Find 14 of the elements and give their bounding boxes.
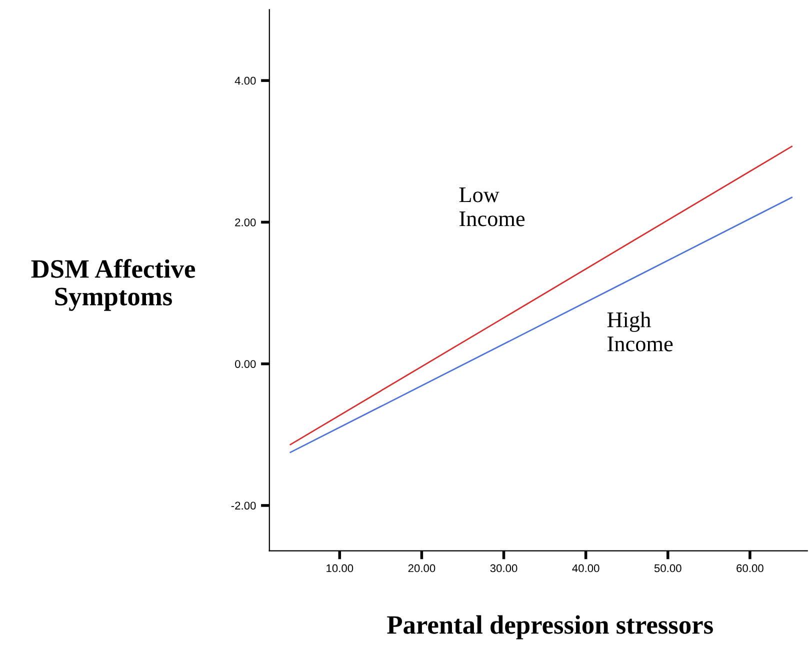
x-tick-label: 20.00 <box>408 564 436 572</box>
y-tick-label: 4.00 <box>234 76 256 85</box>
x-tick-label: 60.00 <box>736 564 764 572</box>
x-tick-label: 30.00 <box>490 564 518 572</box>
y-tick-label: -2.00 <box>231 502 256 510</box>
x-tick-label: 50.00 <box>654 564 682 572</box>
annotation: Low Income <box>459 187 525 226</box>
x-axis-title: Parental depression stressors <box>387 615 713 640</box>
x-tick-label: 10.00 <box>326 564 354 572</box>
y-tick-label: 0.00 <box>235 360 256 368</box>
y-axis-title: DSM Affective Symptoms <box>31 259 196 311</box>
annotation: High Income <box>607 312 673 352</box>
x-tick-label: 40.00 <box>572 564 600 572</box>
y-tick-label: 2.00 <box>235 218 256 226</box>
